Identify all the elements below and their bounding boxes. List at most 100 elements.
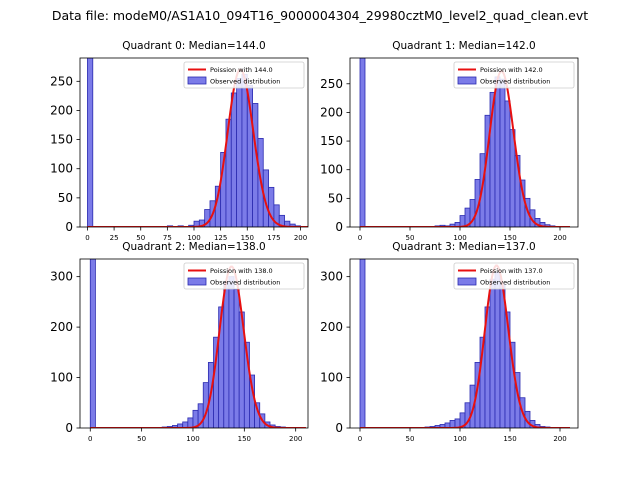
figure-suptitle: Data file: modeM0/AS1A10_094T16_90000043…	[52, 8, 588, 23]
poisson-curve	[90, 265, 306, 428]
x-tick-label: 150	[238, 435, 251, 443]
histogram-bar	[494, 272, 501, 428]
legend: Poission with 142.0 Observed distribution	[453, 61, 575, 89]
x-tick-label: 50	[406, 234, 415, 242]
quadrant-panel-3: Quadrant 3: Median=137.0 0 50 100 150 200 0 100…	[320, 241, 579, 443]
quadrant-panel-0: Quadrant 0: Median=144.0 0 25 50 75 100 125 150…	[50, 40, 309, 242]
x-tick-label: 0	[88, 435, 92, 443]
x-tick-label: 200	[553, 234, 566, 242]
x-tick-label: 75	[163, 234, 172, 242]
plot-area	[359, 259, 570, 428]
y-tick-label: 200	[320, 320, 343, 334]
x-tick-label: 100	[187, 234, 200, 242]
x-tick-label: 150	[503, 234, 516, 242]
x-tick-label: 50	[406, 435, 415, 443]
y-tick-label: 0	[335, 421, 343, 435]
x-tick-label: 25	[110, 234, 119, 242]
poisson-curve	[360, 70, 570, 227]
histogram-bar	[494, 76, 501, 227]
histogram-bar	[223, 281, 230, 428]
y-tick-label: 200	[50, 103, 73, 117]
axes-frame	[79, 258, 309, 429]
x-tick-label: 100	[453, 234, 466, 242]
legend-label-observed: Observed distribution	[480, 78, 550, 86]
x-tick-label: 150	[503, 435, 516, 443]
quadrant-panel-2: Quadrant 2: Median=138.0 0 50 100 150 200 0 100…	[50, 241, 309, 443]
y-tick-label: 200	[50, 320, 73, 334]
histogram-bar	[228, 276, 235, 428]
x-tick-label: 50	[137, 435, 146, 443]
legend-frame	[183, 61, 305, 89]
legend-label-poisson: Poission with 142.0	[480, 66, 543, 74]
legend-bar-swatch	[187, 277, 207, 286]
y-tick-label: 300	[50, 270, 73, 284]
x-tick-label: 100	[453, 435, 466, 443]
histogram-bar-zero	[87, 58, 94, 227]
axes-frame	[349, 57, 579, 228]
x-tick-label: 150	[241, 234, 254, 242]
y-tick-label: 250	[320, 77, 343, 91]
legend-label-observed: Observed distribution	[210, 279, 280, 287]
x-tick-label: 200	[289, 435, 302, 443]
x-tick-label: 125	[214, 234, 227, 242]
panel-title: Quadrant 3: Median=137.0	[392, 241, 535, 253]
histogram-bar	[504, 100, 511, 227]
poisson-curve	[360, 264, 570, 428]
histogram-bar	[230, 92, 238, 227]
histogram-bar	[233, 288, 240, 428]
histogram-bar	[236, 77, 243, 227]
y-tick-label: 150	[50, 133, 73, 147]
y-tick-label: 150	[320, 134, 343, 148]
panel-title: Quadrant 2: Median=138.0	[122, 241, 265, 253]
histogram-bar	[187, 417, 194, 428]
histogram-bar	[449, 420, 456, 428]
legend-bar-swatch	[187, 76, 207, 85]
legend-frame	[453, 262, 575, 290]
x-tick-label: 100	[186, 435, 199, 443]
x-tick-label: 0	[85, 234, 89, 242]
plot-area	[359, 58, 570, 227]
legend-label-poisson: Poission with 137.0	[480, 267, 543, 275]
y-tick-label: 100	[50, 162, 73, 176]
y-tick-label: 0	[335, 220, 343, 234]
y-tick-label: 200	[320, 105, 343, 119]
histogram-bar-zero	[359, 259, 366, 428]
histogram-bar	[499, 78, 506, 227]
x-tick-label: 200	[553, 435, 566, 443]
y-tick-label: 100	[320, 163, 343, 177]
y-tick-label: 0	[65, 421, 73, 435]
histogram-bar	[241, 73, 248, 227]
legend-frame	[453, 61, 575, 89]
legend-bar-swatch	[457, 76, 477, 85]
y-tick-label: 100	[50, 371, 73, 385]
y-tick-label: 0	[65, 220, 73, 234]
axes-frame	[349, 258, 579, 429]
legend-label-poisson: Poission with 138.0	[210, 267, 273, 275]
legend-bar-swatch	[457, 277, 477, 286]
panel-title: Quadrant 1: Median=142.0	[392, 40, 535, 52]
histogram-bar-zero	[89, 259, 96, 428]
legend: Poission with 137.0 Observed distribution	[453, 262, 575, 290]
poisson-curve	[87, 68, 308, 227]
y-tick-label: 50	[328, 191, 343, 205]
legend-label-observed: Observed distribution	[210, 78, 280, 86]
panel-title: Quadrant 0: Median=144.0	[122, 40, 265, 52]
histogram-bar	[489, 278, 496, 428]
histogram-bar-zero	[359, 58, 366, 227]
legend: Poission with 144.0 Observed distribution	[183, 61, 305, 89]
y-tick-label: 300	[320, 270, 343, 284]
legend: Poission with 138.0 Observed distribution	[183, 262, 305, 290]
x-tick-label: 200	[294, 234, 307, 242]
legend-frame	[183, 262, 305, 290]
y-tick-label: 50	[58, 191, 73, 205]
x-tick-label: 0	[358, 435, 362, 443]
histogram-bar	[499, 283, 506, 428]
histogram-bar	[252, 103, 259, 227]
x-tick-label: 175	[267, 234, 280, 242]
quadrant-panel-1: Quadrant 1: Median=142.0 0 50 100 150 200 0 50 1…	[320, 40, 579, 242]
x-tick-label: 50	[136, 234, 145, 242]
x-tick-label: 0	[358, 234, 362, 242]
y-tick-label: 100	[320, 371, 343, 385]
legend-label-poisson: Poission with 144.0	[210, 66, 273, 74]
